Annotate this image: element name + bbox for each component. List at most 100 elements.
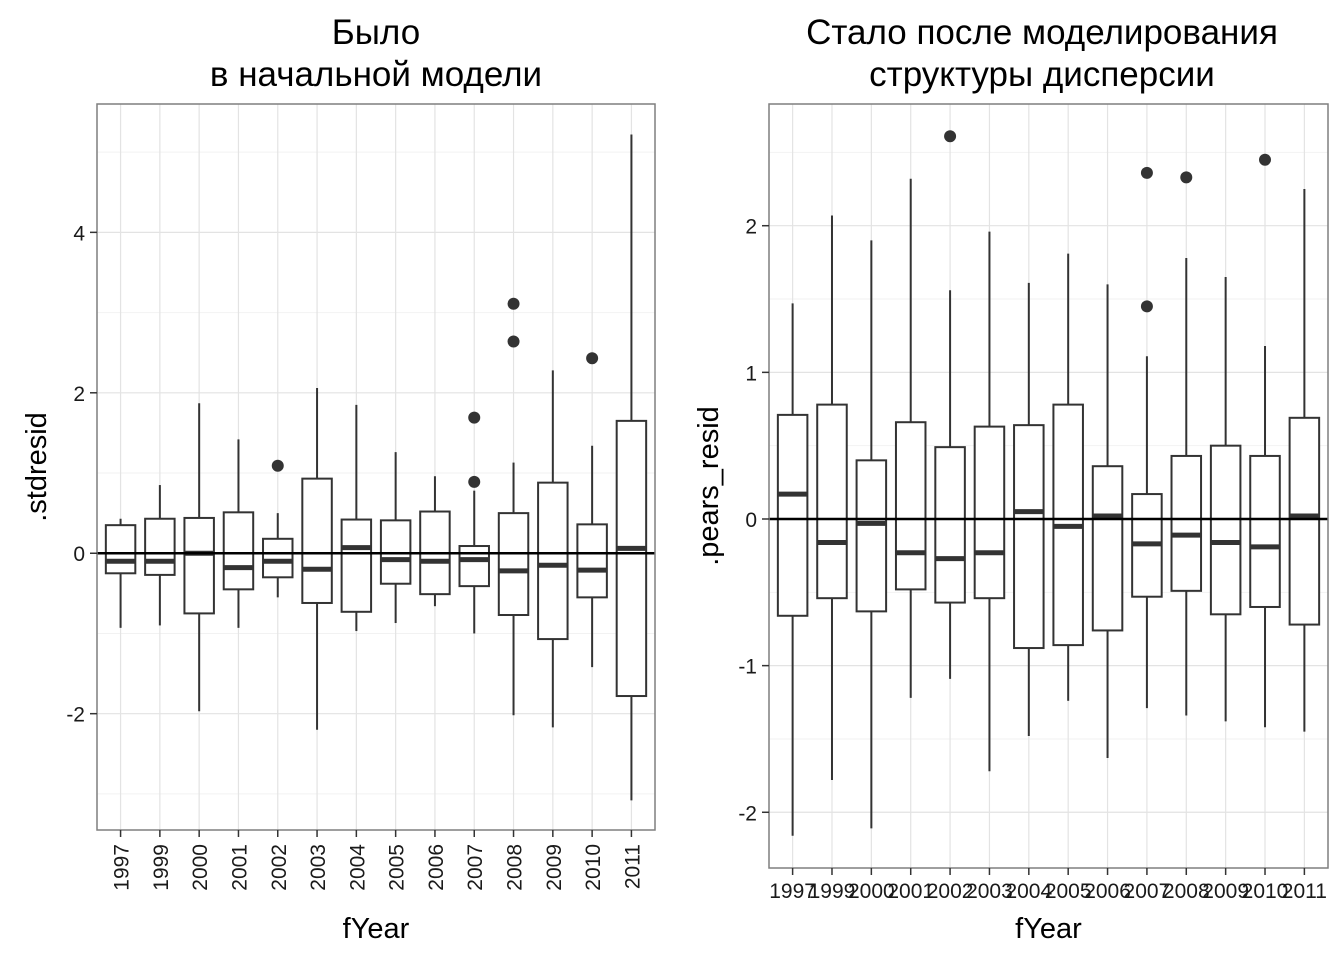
- box-2004: [1013, 282, 1045, 737]
- box-iqr: [340, 518, 373, 613]
- box-2009: [537, 370, 569, 728]
- outlier-point: [1140, 166, 1153, 179]
- x-tick-label: 1999: [809, 880, 856, 903]
- box-2011: [1288, 189, 1321, 732]
- box-iqr: [576, 523, 608, 599]
- box-2001: [222, 439, 255, 628]
- x-tick-label: 2011: [621, 844, 644, 889]
- x-tick-label: 2009: [543, 844, 566, 891]
- box-iqr: [973, 425, 1006, 600]
- panel-right: -2-1012199719992000200120022003200420052…: [693, 13, 1329, 945]
- box-iqr: [1209, 444, 1242, 616]
- y-tick-label: -2: [66, 704, 85, 727]
- x-tick-label: 2000: [848, 880, 895, 903]
- plot-background: [769, 104, 1328, 868]
- x-tick-label: 2003: [307, 844, 330, 891]
- box-2009: [1209, 277, 1242, 722]
- box-iqr: [776, 413, 809, 617]
- x-tick-label: 2002: [927, 880, 974, 903]
- box-iqr: [934, 446, 966, 604]
- box-iqr: [537, 481, 569, 641]
- box-1999: [144, 485, 176, 626]
- box-2002: [262, 459, 294, 598]
- x-tick-label: 2007: [464, 844, 487, 891]
- y-tick-label: -1: [738, 656, 757, 679]
- box-2002: [934, 130, 966, 679]
- x-tick-label: 2008: [1163, 880, 1210, 903]
- x-tick-label: 2008: [504, 844, 527, 891]
- box-1997: [104, 518, 137, 628]
- x-tick-label: 1999: [150, 844, 173, 891]
- box-2001: [894, 178, 927, 698]
- box-iqr: [816, 403, 848, 600]
- outlier-point: [1140, 300, 1153, 313]
- panel-left: -2 0 2 4 1997 1999 2000 2001 2002 2003 2004 2005 200…: [21, 13, 656, 945]
- x-tick-label: 2004: [346, 844, 369, 891]
- y-tick-label: 2: [73, 383, 85, 406]
- box-2006: [1091, 284, 1124, 759]
- box-iqr: [262, 537, 294, 579]
- x-tick-label: 2003: [966, 880, 1013, 903]
- box-iqr: [222, 511, 255, 591]
- y-tick-label: 4: [73, 222, 85, 245]
- box-iqr: [1013, 424, 1045, 650]
- box-2010: [1249, 153, 1281, 728]
- x-tick-label: 2000: [189, 844, 212, 891]
- y-tick-label: 1: [745, 362, 757, 385]
- chart-title-line: Было: [332, 13, 420, 52]
- plot-border: [768, 103, 1329, 869]
- x-tick-label: 2010: [1242, 880, 1289, 903]
- box-2005: [1052, 253, 1084, 701]
- x-tick-label: 2002: [268, 844, 291, 891]
- outlier-point: [468, 475, 481, 488]
- box-1999: [816, 215, 848, 781]
- outlier-point: [1180, 171, 1193, 184]
- chart-title-line: в начальной модели: [210, 55, 542, 94]
- box-iqr: [1288, 416, 1321, 626]
- box-iqr: [894, 421, 927, 591]
- box-iqr: [1249, 454, 1281, 608]
- x-tick-label: 1997: [111, 844, 134, 891]
- x-tick-label: 2005: [1045, 880, 1092, 903]
- x-axis-title: fYear: [343, 913, 410, 945]
- x-tick-label: 1997: [769, 880, 816, 903]
- box-iqr: [615, 419, 648, 698]
- x-tick-label: 2006: [425, 844, 448, 891]
- outlier-point: [507, 335, 520, 348]
- outlier-point: [468, 411, 481, 424]
- y-tick-label: -2: [738, 802, 757, 825]
- y-axis-title: .pears_resid: [693, 406, 725, 566]
- box-iqr: [301, 477, 333, 604]
- x-tick-label: 2007: [1124, 880, 1171, 903]
- box-2003: [301, 387, 333, 730]
- box-2010: [576, 352, 608, 668]
- box-2007: [1131, 166, 1163, 709]
- outlier-point: [1259, 153, 1272, 166]
- box-2008: [497, 297, 530, 716]
- box-2003: [973, 231, 1006, 772]
- box-iqr: [855, 459, 888, 613]
- box-1997: [776, 303, 809, 836]
- x-tick-label: 2001: [887, 880, 934, 903]
- box-iqr: [497, 512, 530, 617]
- plot-border: [96, 103, 656, 831]
- x-axis-title: fYear: [1015, 913, 1082, 945]
- x-tick-label: 2004: [1005, 880, 1052, 903]
- box-2000: [855, 240, 888, 829]
- box-iqr: [1170, 454, 1203, 592]
- x-tick-label: 2009: [1202, 880, 1249, 903]
- outlier-point: [586, 352, 599, 365]
- box-iqr: [144, 517, 176, 576]
- y-axis-title: .stdresid: [21, 412, 53, 522]
- outlier-point: [271, 459, 284, 472]
- x-tick-label: 2010: [582, 844, 605, 891]
- box-iqr: [104, 524, 137, 575]
- x-tick-label: 2011: [1282, 880, 1327, 903]
- y-tick-label: 2: [745, 216, 757, 239]
- chart-title-line: структуры дисперсии: [869, 55, 1215, 94]
- box-iqr: [1091, 465, 1124, 632]
- plot-background: [97, 104, 655, 830]
- chart-title-line: Стало после моделирования: [806, 13, 1278, 52]
- x-tick-label: 2001: [228, 844, 251, 891]
